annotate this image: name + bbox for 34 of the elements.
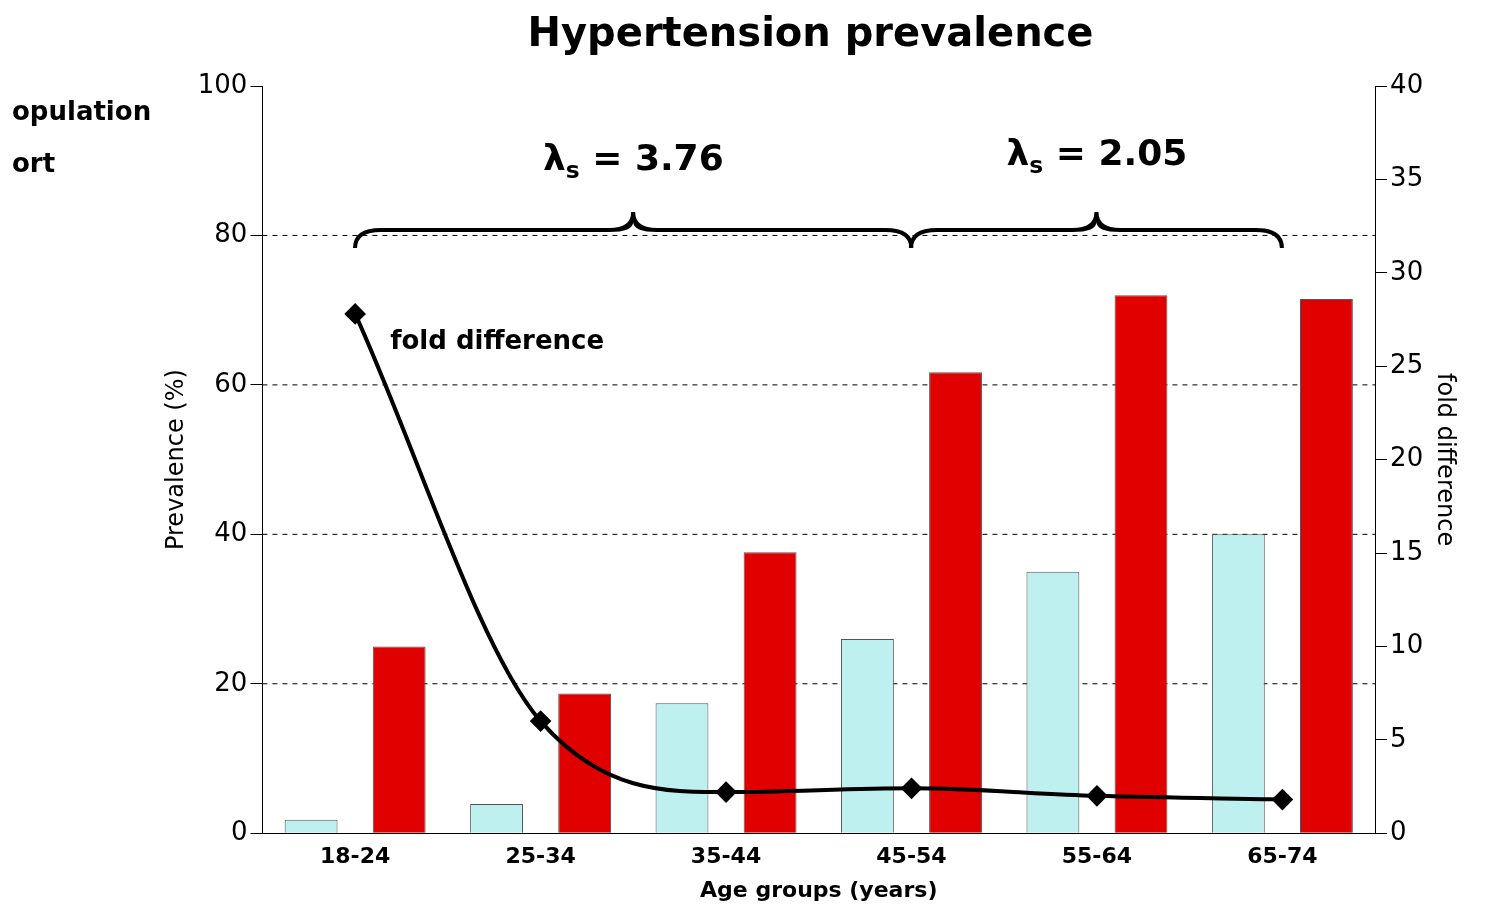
x-tick-label: 35-44 — [690, 843, 762, 869]
point — [1086, 785, 1107, 806]
series-label: fold difference — [390, 324, 605, 355]
y-tick-label: 80 — [214, 218, 248, 249]
y2-tick-label: 0 — [1390, 815, 1407, 846]
y-tick-label: 60 — [214, 367, 248, 398]
y2-tick-label: 35 — [1390, 162, 1424, 193]
y2-tick-label: 5 — [1390, 722, 1407, 753]
x-axis-title: Age groups (years) — [700, 876, 938, 902]
x-tick-label: 65-74 — [1247, 843, 1318, 869]
y2-tick-label: 30 — [1390, 255, 1424, 286]
point — [901, 778, 922, 799]
chart-title: Hypertension prevalence — [527, 9, 1094, 56]
y2-axis-title: fold difference — [1432, 373, 1461, 547]
y-tick-label: 0 — [230, 815, 248, 846]
point — [1272, 789, 1293, 810]
text: ort — [12, 147, 56, 178]
text: opulation — [12, 95, 152, 126]
x-tick-label: 25-34 — [505, 843, 576, 869]
point — [530, 711, 551, 732]
y2-tick-label: 40 — [1390, 68, 1424, 99]
point — [345, 303, 366, 324]
y2-tick-label: 10 — [1390, 629, 1424, 660]
y2-tick-label: 20 — [1390, 442, 1424, 473]
point — [716, 782, 737, 803]
y2-tick-label: 15 — [1390, 535, 1424, 566]
x-tick-label: 45-54 — [876, 843, 947, 869]
y-tick-label: 40 — [214, 517, 248, 548]
x-tick-label: 18-24 — [319, 843, 391, 869]
y2-tick-label: 25 — [1390, 348, 1424, 379]
y-tick-label: 100 — [197, 68, 248, 99]
y-axis-title: Prevalence (%) — [160, 369, 189, 551]
y-tick-label: 20 — [214, 666, 248, 697]
x-tick-label: 55-64 — [1061, 843, 1133, 869]
